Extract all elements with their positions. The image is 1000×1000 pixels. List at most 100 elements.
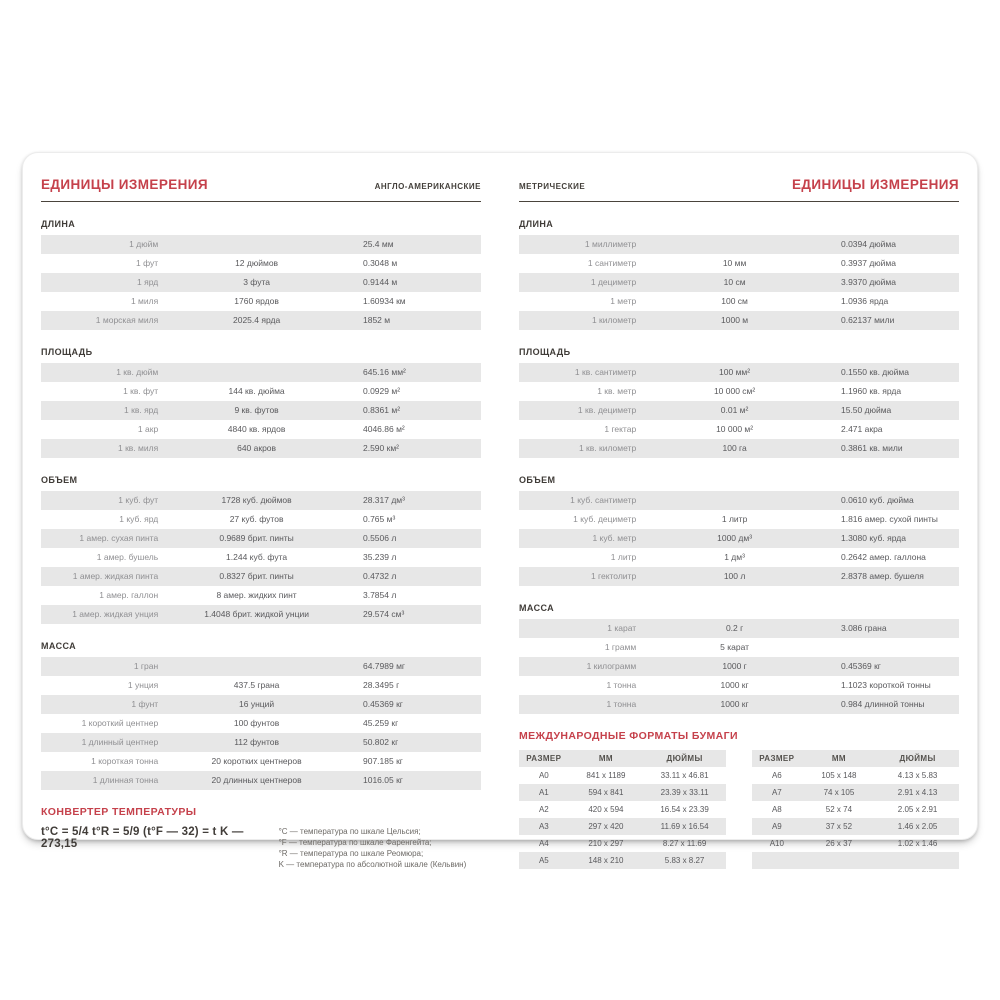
table-row: 1 длинный центнер 112 фунтов 50.802 кг [41, 733, 481, 752]
table-cell: 3.9370 дюйма [840, 277, 896, 287]
planner-spread-card: ЕДИНИЦЫ ИЗМЕРЕНИЯ АНГЛО-АМЕРИКАНСКИЕ ДЛИ… [22, 152, 978, 869]
table-cell: 148 x 210 [588, 856, 624, 865]
table-cell: 0.984 длинной тонны [840, 699, 925, 709]
table-row: 1 килограмм 1000 г 0.45369 кг [519, 657, 959, 676]
table-row: 1 короткий центнер 100 фунтов 45.259 кг [41, 714, 481, 733]
temperature-formula: t°C = 5/4 t°R = 5/9 (t°F — 32) = t K — 2… [41, 826, 244, 850]
table-cell [827, 638, 959, 657]
table-cell: 1 фут [136, 258, 159, 268]
table-cell [642, 491, 827, 510]
table-cell: 1000 кг [720, 699, 749, 709]
length-table: 1 дюйм 25.4 мм 1 фут 12 дюймов 0.3048 м 1 ярд… [41, 235, 481, 330]
table-cell: 10 см [723, 277, 746, 287]
table-row: 1 амер. бушель 1.244 куб. фута 35.239 л [41, 548, 481, 567]
section-label: ДЛИНА [519, 219, 554, 229]
table-cell: 1 килограмм [586, 661, 637, 671]
table-cell: 1 амер. бушель [96, 552, 159, 562]
table-row: A5 148 x 210 5.83 x 8.27 [519, 852, 726, 869]
table-cell: 1 литр [721, 514, 748, 524]
table-cell: 0.45369 кг [840, 661, 881, 671]
table-row: A6 105 x 148 4.13 x 5.83 [752, 767, 959, 784]
table-cell: 1 кв. дюйм [116, 367, 159, 377]
table-row: 1 куб. фут 1728 куб. дюймов 28.317 дм³ [41, 491, 481, 510]
table-cell: 50.802 кг [362, 737, 399, 747]
table-cell: 1.816 амер. сухой пинты [840, 514, 938, 524]
table-cell: 1 короткая тонна [91, 756, 159, 766]
page-left-anglo-american: ЕДИНИЦЫ ИЗМЕРЕНИЯ АНГЛО-АМЕРИКАНСКИЕ ДЛИ… [41, 177, 481, 869]
table-row: 1 амер. галлон 8 амер. жидких пинт 3.7854 … [41, 586, 481, 605]
table-cell: A0 [538, 771, 549, 780]
table-row: 1 карат 0.2 г 3.086 грана [519, 619, 959, 638]
table-cell: 1.244 куб. фута [226, 552, 288, 562]
table-cell: 20 коротких центнеров [211, 756, 302, 766]
temperature-notes: °C — температура по шкале Цельсия; °F — … [279, 826, 481, 870]
section-label: ПЛОЩАДЬ [41, 347, 93, 357]
table-row: 1 куб. сантиметр 0.0610 куб. дюйма [519, 491, 959, 510]
paper-rows: A6 105 x 148 4.13 x 5.83 A7 74 x 105 2.91 x 4… [752, 767, 959, 869]
table-row: 1 кв. ярд 9 кв. футов 0.8361 м² [41, 401, 481, 420]
table-cell: 1 метр [610, 296, 637, 306]
table-row: 1 кв. дециметр 0.01 м² 15.50 дюйма [519, 401, 959, 420]
table-cell [164, 657, 349, 676]
table-row: 1 амер. жидкая унция 1.4048 брит. жидкой … [41, 605, 481, 624]
section-label: ОБЪЕМ [519, 475, 556, 485]
table-cell [164, 235, 349, 254]
table-cell: 3.7854 л [362, 590, 397, 600]
column-header-inches: ДЮЙМЫ [899, 754, 936, 763]
table-row: 1 кв. миля 640 акров 2.590 км² [41, 439, 481, 458]
table-cell: 1 куб. ярд [119, 514, 159, 524]
table-cell: 1 километр [591, 315, 637, 325]
table-cell: 52 x 74 [825, 805, 853, 814]
table-cell: 1000 г [722, 661, 747, 671]
table-row: 1 куб. метр 1000 дм³ 1.3080 куб. ярда [519, 529, 959, 548]
section-volume: ОБЪЕМ 1 куб. фут 1728 куб. дюймов 28.317 д… [41, 475, 481, 624]
section-area: ПЛОЩАДЬ 1 кв. дюйм 645.16 мм² 1 кв. фут 144… [41, 347, 481, 458]
table-cell [876, 852, 959, 869]
table-cell: 1 гран [133, 661, 159, 671]
column-header-size: РАЗМЕР [759, 754, 795, 763]
table-row: 1 длинная тонна 20 длинных центнеров 1016.… [41, 771, 481, 790]
table-row: 1 тонна 1000 кг 0.984 длинной тонны [519, 695, 959, 714]
table-row: 1 метр 100 см 1.0936 ярда [519, 292, 959, 311]
table-cell: 1.1023 короткой тонны [840, 680, 931, 690]
table-cell: 2025.4 ярда [232, 315, 281, 325]
table-cell: 1 сантиметр [587, 258, 637, 268]
table-cell: 1 грамм [604, 642, 637, 652]
section-label: ДЛИНА [41, 219, 76, 229]
table-row: A7 74 x 105 2.91 x 4.13 [752, 784, 959, 801]
table-cell: 25.4 мм [362, 239, 394, 249]
page-subtitle: АНГЛО-АМЕРИКАНСКИЕ [374, 182, 481, 191]
table-cell: 0.9144 м [362, 277, 398, 287]
table-cell: 100 л [723, 571, 746, 581]
page-right-header: МЕТРИЧЕСКИЕ ЕДИНИЦЫ ИЗМЕРЕНИЯ [519, 177, 959, 202]
paper-formats-title: МЕЖДУНАРОДНЫЕ ФОРМАТЫ БУМАГИ [519, 730, 738, 742]
length-table: 1 миллиметр 0.0394 дюйма 1 сантиметр 10 мм 0… [519, 235, 959, 330]
table-row: A4 210 x 297 8.27 x 11.69 [519, 835, 726, 852]
section-label: МАССА [41, 641, 77, 651]
table-cell: 1.1960 кв. ярда [840, 386, 902, 396]
table-cell: 4.13 x 5.83 [897, 771, 938, 780]
table-cell: 1 гектолитр [590, 571, 637, 581]
table-cell: 2.8378 амер. бушеля [840, 571, 924, 581]
table-row: 1 дециметр 10 см 3.9370 дюйма [519, 273, 959, 292]
table-cell: A5 [538, 856, 549, 865]
mass-table: 1 гран 64.7989 мг 1 унция 437.5 грана 28.349… [41, 657, 481, 790]
table-cell [642, 235, 827, 254]
table-cell: 1 амер. жидкая унция [72, 609, 159, 619]
page-title: ЕДИНИЦЫ ИЗМЕРЕНИЯ [41, 177, 208, 192]
temperature-title: КОНВЕРТЕР ТЕМПЕРАТУРЫ [41, 806, 197, 818]
table-cell: 45.259 кг [362, 718, 399, 728]
table-cell: 105 x 148 [821, 771, 857, 780]
table-cell: 1 кв. дециметр [577, 405, 637, 415]
table-cell: 210 x 297 [588, 839, 624, 848]
table-cell: 8 амер. жидких пинт [216, 590, 297, 600]
table-row: A2 420 x 594 16.54 x 23.39 [519, 801, 726, 818]
table-row: 1 кв. фут 144 кв. дюйма 0.0929 м² [41, 382, 481, 401]
column-header-mm: ММ [831, 754, 846, 763]
table-row: 1 миля 1760 ярдов 1.60934 км [41, 292, 481, 311]
page-subtitle: МЕТРИЧЕСКИЕ [519, 182, 586, 191]
table-cell: 74 x 105 [823, 788, 855, 797]
table-cell: 1 амер. жидкая пинта [72, 571, 159, 581]
table-cell: 5 карат [720, 642, 750, 652]
table-cell: 0.9689 брит. пинты [219, 533, 294, 543]
